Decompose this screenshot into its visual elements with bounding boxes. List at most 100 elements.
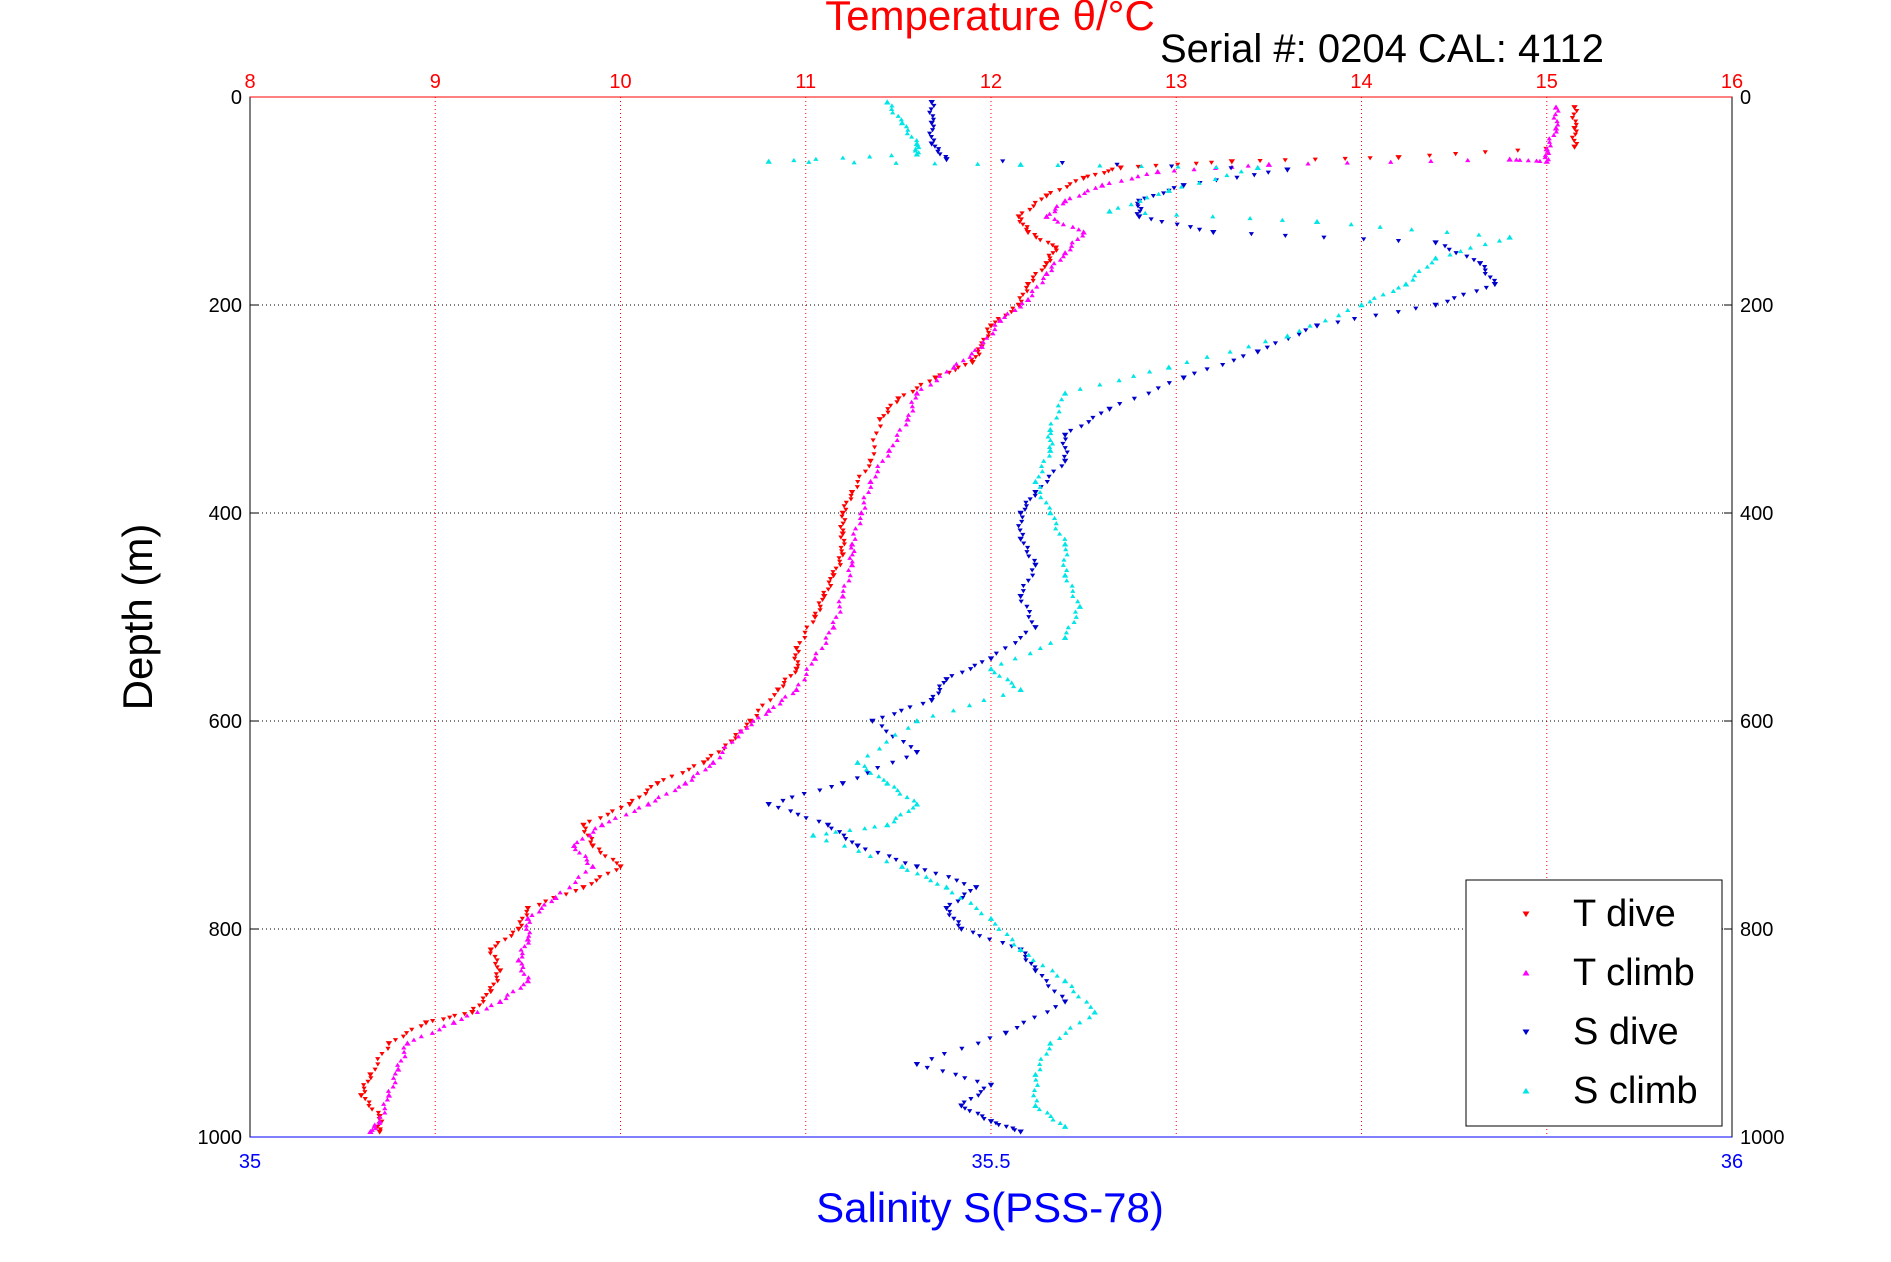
data-point: [861, 500, 867, 505]
data-point: [488, 1002, 494, 1008]
data-point: [837, 559, 843, 564]
data-point: [1062, 536, 1068, 541]
data-point: [722, 744, 728, 749]
data-point: [654, 781, 661, 787]
data-point: [984, 335, 990, 340]
data-point: [1483, 285, 1489, 291]
data-point: [972, 885, 980, 891]
data-point: [848, 541, 856, 547]
data-point: [1039, 463, 1045, 469]
data-point: [409, 1027, 415, 1032]
data-point: [881, 414, 887, 419]
data-point: [1000, 941, 1006, 946]
data-point: [403, 1031, 410, 1036]
depth-tick-label-right: 400: [1740, 503, 1773, 525]
data-point: [950, 708, 957, 713]
data-point: [849, 552, 855, 557]
data-point: [1046, 474, 1052, 479]
data-point: [837, 563, 843, 568]
data-point: [1129, 176, 1135, 181]
data-point: [520, 964, 526, 969]
data-point: [841, 504, 847, 509]
data-point: [854, 776, 860, 781]
data-point: [398, 1058, 404, 1063]
data-point: [885, 407, 891, 412]
data-point: [1051, 515, 1058, 521]
data-point: [375, 1110, 382, 1116]
data-point: [525, 940, 532, 945]
data-point: [884, 99, 891, 105]
data-point: [382, 1110, 388, 1115]
data-point: [1220, 362, 1226, 368]
data-point: [1174, 222, 1180, 227]
data-point: [1144, 171, 1150, 176]
data-point: [588, 840, 594, 845]
data-point: [1037, 1067, 1043, 1072]
data-point: [1050, 1117, 1056, 1122]
data-point: [1471, 258, 1477, 263]
data-point: [937, 687, 943, 693]
data-point: [476, 1003, 483, 1008]
data-point: [361, 1086, 367, 1091]
data-point: [1017, 219, 1023, 225]
legend-marker: [1522, 1029, 1530, 1036]
data-point: [755, 708, 761, 713]
data-point: [1023, 630, 1029, 635]
data-point: [1571, 144, 1578, 150]
data-point: [996, 1123, 1002, 1128]
data-point: [1303, 328, 1309, 333]
data-point: [841, 583, 847, 588]
data-point: [928, 120, 935, 126]
data-point: [851, 548, 857, 553]
data-point: [1046, 453, 1053, 458]
data-point: [1101, 171, 1107, 176]
data-point: [1453, 152, 1459, 157]
data-point: [1052, 245, 1060, 251]
data-point: [907, 705, 913, 710]
data-point: [765, 158, 772, 164]
data-point: [810, 620, 816, 625]
data-point: [817, 604, 823, 609]
data-point: [496, 998, 504, 1005]
data-point: [854, 843, 861, 849]
data-point: [935, 147, 942, 152]
data-point: [1030, 278, 1036, 284]
data-point: [871, 445, 878, 450]
data-point: [1312, 157, 1318, 162]
data-point: [1036, 474, 1042, 479]
data-point: [1210, 214, 1216, 219]
data-point: [576, 850, 583, 855]
data-point: [1034, 1082, 1041, 1087]
data-point: [819, 597, 826, 603]
data-point: [492, 944, 499, 949]
data-point: [567, 885, 573, 890]
data-point: [1402, 281, 1410, 287]
data-point: [928, 99, 935, 106]
data-point: [581, 830, 587, 835]
chart-title: Temperature θ/°C: [825, 0, 1155, 39]
data-point: [1023, 500, 1029, 505]
data-point: [1491, 278, 1498, 284]
data-point: [1045, 434, 1051, 439]
data-point: [521, 971, 527, 976]
data-point: [1358, 302, 1365, 308]
data-point: [1482, 268, 1488, 273]
data-point: [968, 900, 974, 905]
data-point: [570, 842, 578, 849]
data-point: [504, 992, 511, 997]
data-point: [969, 351, 975, 356]
data-point: [1045, 240, 1051, 245]
data-point: [1196, 180, 1202, 185]
data-point: [898, 708, 904, 713]
data-point: [1409, 227, 1415, 232]
temp-tick-label: 11: [795, 71, 816, 93]
temp-tick-label: 14: [1350, 71, 1372, 93]
data-point: [1367, 156, 1373, 161]
data-point: [1065, 625, 1071, 630]
data-point: [1061, 572, 1069, 578]
data-point: [847, 827, 853, 833]
data-point: [572, 846, 578, 852]
data-point: [1022, 951, 1028, 956]
data-point: [891, 712, 897, 717]
data-point: [897, 812, 904, 817]
